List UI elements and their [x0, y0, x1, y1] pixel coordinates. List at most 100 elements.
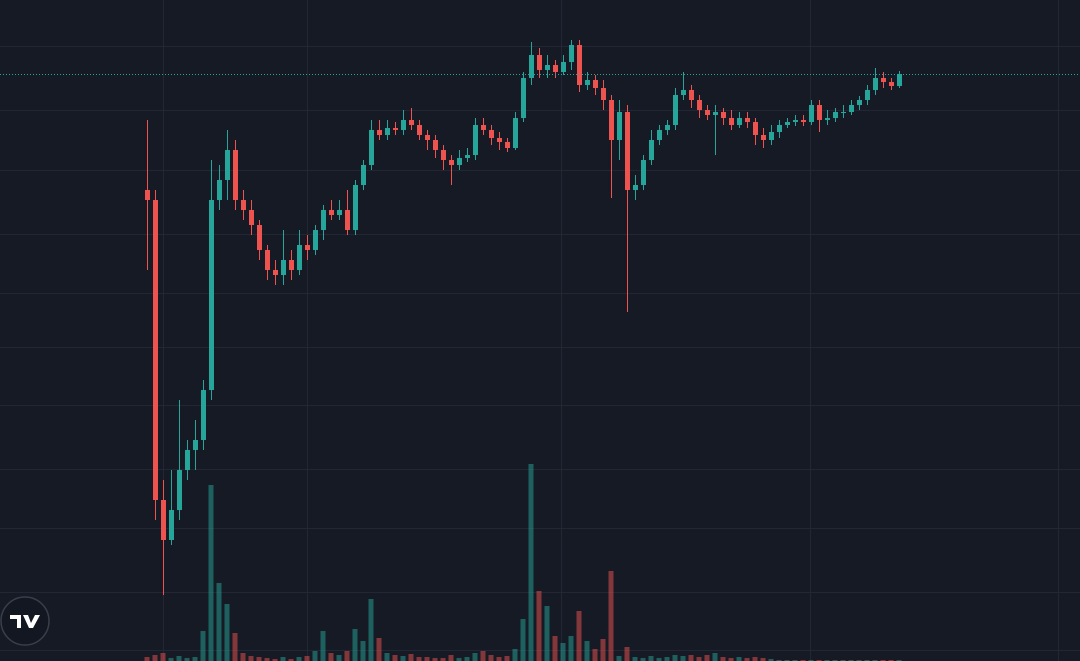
volume-bar: [176, 656, 182, 661]
candle-body: [745, 118, 750, 122]
volume-bar: [248, 656, 254, 661]
volume-bar: [344, 651, 350, 661]
volume-bar: [432, 658, 438, 661]
candle-body: [345, 210, 350, 230]
candle-body: [633, 185, 638, 190]
candle-body: [409, 120, 414, 125]
candle-body: [521, 78, 526, 118]
logo: [0, 596, 50, 646]
candle-body: [761, 135, 766, 140]
volume-bar: [568, 636, 574, 661]
volume-bar: [760, 658, 766, 661]
logo-circle: [0, 596, 50, 646]
volume-bar: [728, 658, 734, 661]
candle-body: [225, 150, 230, 180]
candle-body: [289, 260, 294, 270]
volume-bar: [672, 655, 678, 661]
volume-bar: [352, 629, 358, 661]
volume-bar: [632, 657, 638, 661]
candle-body: [777, 125, 782, 132]
volume-bar: [536, 591, 542, 661]
candle-body: [377, 130, 382, 135]
candle-body: [601, 88, 606, 100]
volume-bar: [720, 657, 726, 661]
candles: [145, 40, 902, 595]
volume-pane: [144, 464, 902, 661]
candle-body: [529, 55, 534, 78]
candle-body: [465, 155, 470, 158]
candle-body: [281, 260, 286, 275]
volume-bar: [688, 655, 694, 661]
volume-bar: [488, 655, 494, 661]
candle-body: [785, 122, 790, 125]
volume-bar: [152, 655, 158, 661]
candle-body: [433, 140, 438, 150]
volume-bar: [216, 583, 222, 661]
candle-body: [385, 128, 390, 135]
volume-bar: [376, 638, 382, 661]
volume-bar: [296, 657, 302, 661]
candle-body: [185, 450, 190, 470]
volume-bar: [192, 657, 198, 661]
volume-bar: [160, 653, 166, 661]
candle-body: [553, 65, 558, 72]
candle-body: [353, 185, 358, 230]
volume-bar: [408, 654, 414, 661]
candle-body: [753, 122, 758, 135]
volume-bar: [232, 633, 238, 661]
candle-body: [649, 140, 654, 160]
candle-body: [145, 190, 150, 200]
volume-bar: [704, 655, 710, 661]
candle-body: [865, 90, 870, 100]
volume-bar: [424, 657, 430, 661]
candle-body: [889, 82, 894, 86]
candle-body: [793, 120, 798, 122]
candle-body: [153, 200, 158, 500]
candle-body: [169, 510, 174, 540]
candle-body: [817, 105, 822, 120]
volume-bar: [312, 651, 318, 661]
volume-bar: [224, 604, 230, 661]
candle-body: [257, 225, 262, 250]
volume-bar: [512, 649, 518, 661]
candle-body: [849, 105, 854, 112]
candle-body: [825, 118, 830, 120]
candle-body: [689, 90, 694, 100]
volume-bar: [608, 571, 614, 661]
candle-body: [609, 100, 614, 140]
volume-bar: [640, 658, 646, 661]
candle-body: [881, 78, 886, 82]
candle-body: [177, 470, 182, 510]
volume-bar: [496, 657, 502, 661]
volume-bar: [464, 657, 470, 661]
volume-bar: [184, 658, 190, 661]
candle-body: [449, 160, 454, 165]
volume-bar: [544, 606, 550, 661]
logo-mark: [10, 615, 40, 628]
volume-bar: [584, 641, 590, 661]
candle-body: [721, 112, 726, 118]
volume-bar: [560, 643, 566, 661]
volume-bar: [384, 653, 390, 661]
candle-body: [769, 132, 774, 140]
volume-bar: [712, 653, 718, 661]
volume-bar: [200, 631, 206, 661]
candle-body: [801, 120, 806, 122]
volume-bar: [304, 656, 310, 661]
volume-bar: [328, 653, 334, 661]
volume-bar: [656, 658, 662, 661]
candle-body: [681, 90, 686, 95]
candle-body: [561, 62, 566, 72]
volume-bar: [400, 656, 406, 661]
volume-bar: [448, 655, 454, 661]
candle-body: [393, 128, 398, 130]
volume-bar: [768, 659, 774, 661]
volume-bar: [648, 656, 654, 661]
candle-body: [569, 45, 574, 62]
volume-bar: [456, 658, 462, 661]
candle-body: [217, 180, 222, 200]
volume-bar: [552, 636, 558, 661]
candle-body: [489, 130, 494, 138]
